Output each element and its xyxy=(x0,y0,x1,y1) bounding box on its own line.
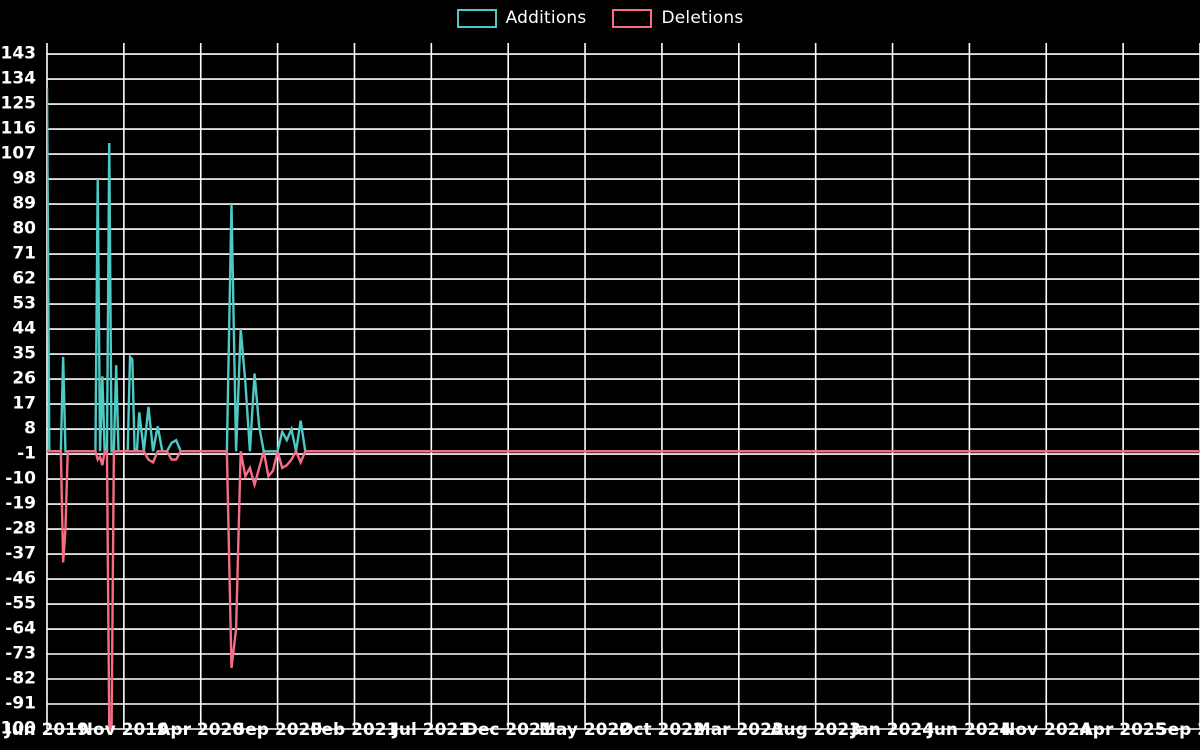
x-axis-tick-label: Sep 2025 xyxy=(1155,720,1200,740)
x-axis-tick-label: Apr 2025 xyxy=(1079,720,1167,740)
y-axis-tick-label: -37 xyxy=(5,543,36,564)
y-axis-tick-label: 143 xyxy=(0,43,37,64)
x-axis-tick-label: May 2022 xyxy=(538,720,632,740)
legend-item-deletions[interactable]: Deletions xyxy=(612,7,744,28)
y-axis-tick-label: 125 xyxy=(0,93,37,114)
series-line-additions xyxy=(47,87,1200,453)
plot-area xyxy=(0,36,1200,750)
y-axis-tick-labels: 143 134 125 116 107 98 89 80 71 62 53 44 35 26 17 8 -1 -1… xyxy=(0,36,36,750)
legend-label-additions: Additions xyxy=(505,7,587,28)
y-axis-tick-label: 134 xyxy=(0,68,37,89)
legend-item-additions[interactable]: Additions xyxy=(456,7,587,28)
x-axis-tick-label: Oct 2022 xyxy=(618,720,705,740)
y-axis-tick-label: 89 xyxy=(12,193,36,214)
chart-legend: Additions Deletions xyxy=(0,0,1200,36)
grid-lines xyxy=(46,43,1200,730)
series-line-deletions xyxy=(47,448,1200,730)
x-axis-tick-labels: Jun 2019 Nov 2019 Apr 2020 Sep 2020 Feb 2021… xyxy=(0,716,1200,750)
y-axis-tick-label: 17 xyxy=(12,393,36,414)
data-series xyxy=(47,87,1200,730)
y-axis-tick-label: -1 xyxy=(17,443,36,464)
x-axis-tick-label: Nov 2024 xyxy=(1001,720,1092,740)
legend-swatch-additions xyxy=(456,8,497,28)
x-axis-tick-label: Dec 2021 xyxy=(463,720,553,740)
y-axis-tick-label: 71 xyxy=(12,243,36,264)
y-axis-tick-label: 107 xyxy=(0,143,37,164)
y-axis-tick-label: 62 xyxy=(12,268,36,289)
x-axis-tick-label: Aug 2023 xyxy=(770,720,861,740)
y-axis-tick-label: 116 xyxy=(0,118,37,139)
x-axis-tick-label: Jul 2021 xyxy=(392,720,471,740)
legend-swatch-deletions xyxy=(612,8,653,28)
y-axis-tick-label: -55 xyxy=(5,593,36,614)
y-axis-tick-label: 53 xyxy=(12,293,36,314)
y-axis-tick-label: -100 xyxy=(0,718,36,739)
x-axis-tick-label: Jun 2024 xyxy=(927,720,1012,740)
y-axis-tick-label: -82 xyxy=(5,668,36,689)
y-axis-tick-label: 26 xyxy=(12,368,36,389)
x-axis-tick-label: Jun 2019 xyxy=(5,720,89,740)
legend-label-deletions: Deletions xyxy=(661,7,744,28)
x-axis-tick-label: Apr 2020 xyxy=(157,720,245,740)
x-axis-tick-label: Sep 2020 xyxy=(233,720,323,740)
y-axis-tick-label: -10 xyxy=(5,468,36,489)
y-axis-tick-label: 44 xyxy=(12,318,36,339)
x-axis-tick-label: Mar 2023 xyxy=(693,720,784,740)
y-axis-tick-label: -28 xyxy=(5,518,36,539)
y-axis-tick-label: -73 xyxy=(5,643,36,664)
y-axis-tick-label: -46 xyxy=(5,568,36,589)
y-axis-tick-label: 80 xyxy=(12,218,36,239)
x-axis-tick-label: Nov 2019 xyxy=(78,720,169,740)
y-axis-tick-label: 35 xyxy=(12,343,36,364)
chart-canvas xyxy=(46,43,1200,730)
y-axis-tick-label: 98 xyxy=(12,168,36,189)
x-axis-tick-label: Feb 2021 xyxy=(310,720,399,740)
y-axis-tick-label: -64 xyxy=(5,618,36,639)
y-axis-tick-label: -91 xyxy=(5,693,36,714)
y-axis-tick-label: -19 xyxy=(5,493,36,514)
x-axis-tick-label: Jan 2024 xyxy=(850,720,935,740)
y-axis-tick-label: 8 xyxy=(24,418,36,439)
